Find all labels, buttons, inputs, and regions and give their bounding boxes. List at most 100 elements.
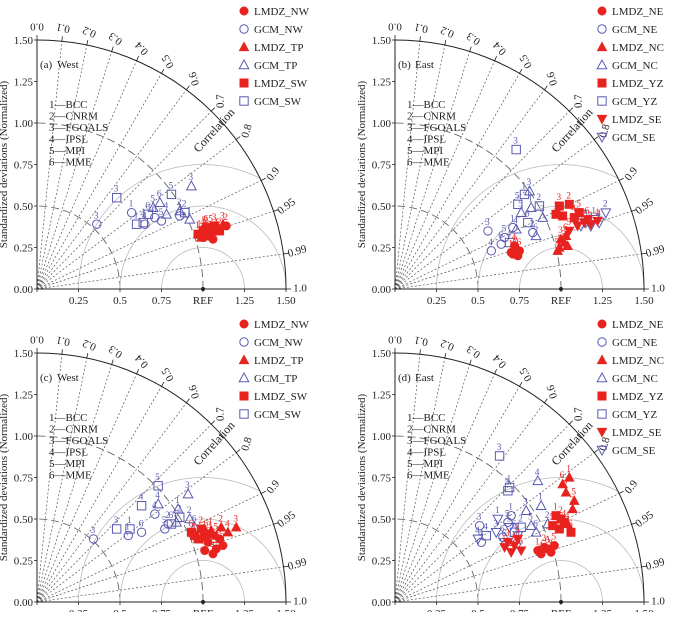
- correlation-tick-label: 0.3: [106, 29, 125, 47]
- correlation-tick: [283, 565, 289, 568]
- y-tick-label: 1.00: [14, 431, 34, 443]
- legend-label: GCM_SW: [254, 96, 302, 108]
- data-point-label: 3: [94, 211, 99, 221]
- legend-marker: [239, 6, 249, 16]
- y-axis-title: Standardized deviations (Normalized): [0, 80, 10, 248]
- correlation-ray: [36, 41, 63, 290]
- legend-marker: [239, 78, 249, 88]
- data-point-label: 6: [585, 206, 590, 216]
- legend-label: LMDZ_NC: [612, 355, 664, 367]
- ref-point: [201, 600, 205, 604]
- data-point-label: 4: [210, 541, 215, 551]
- data-point-label: 6: [203, 519, 208, 529]
- panel-label: (a): [40, 59, 53, 71]
- data-point-label: 1: [528, 195, 533, 205]
- data-point: [525, 519, 537, 530]
- correlation-tick: [136, 369, 139, 374]
- correlation-ray: [36, 493, 262, 603]
- y-tick-label: 1.25: [372, 390, 392, 402]
- data-point-label: 3: [220, 211, 225, 221]
- model-key-entry: 1—BCC: [49, 412, 88, 424]
- stddev-arc: [36, 205, 121, 290]
- correlation-tick: [211, 420, 216, 425]
- correlation-ray: [36, 566, 284, 603]
- x-tick-label: 0.5: [471, 295, 485, 307]
- legend-marker: [596, 132, 608, 144]
- x-tick-label: 0.5: [471, 608, 485, 612]
- data-point-label: 3: [505, 529, 510, 539]
- data-point-label: 4: [483, 523, 488, 533]
- data-point: [552, 245, 563, 255]
- model-key-entry: 3—FGOALS: [49, 122, 108, 134]
- legend-label: LMDZ_YZ: [612, 391, 664, 403]
- data-point: [205, 231, 215, 241]
- data-point-label: 5: [571, 488, 576, 498]
- data-point-label: 5: [159, 208, 164, 218]
- data-point: [536, 549, 546, 559]
- correlation-ray: [36, 60, 137, 290]
- data-point-label: 6: [202, 538, 207, 548]
- model-key-entry: 2—CNRM: [407, 111, 456, 123]
- correlation-tick-label: 0.4: [490, 352, 508, 371]
- taylor-panel-a: 0.0 0.1 0.2 0.3 0.4 0.5 0.6 0.7 0.8 0.9 0.95 0.99 1.…: [0, 6, 310, 307]
- panel-region: West: [57, 372, 79, 384]
- legend-marker: [597, 96, 607, 106]
- y-tick-label: 0.25: [372, 243, 392, 255]
- data-point: [515, 206, 527, 217]
- data-point-label: 1: [535, 538, 540, 548]
- correlation-tick-label: 0.9: [622, 165, 640, 184]
- data-point: [200, 532, 210, 542]
- correlation-tick-label: 0.3: [464, 342, 483, 360]
- data-point-label: 2: [187, 506, 192, 516]
- data-point: [160, 208, 173, 219]
- correlation-ray: [394, 386, 520, 603]
- correlation-ray: [394, 354, 421, 603]
- model-key-entry: 6—MME: [49, 470, 92, 482]
- data-point-label: 6: [525, 210, 530, 220]
- data-point: [560, 230, 572, 240]
- x-tick-label: 1.50: [276, 295, 296, 307]
- data-point-label: 4: [561, 509, 566, 519]
- data-point: [154, 196, 166, 207]
- stddev-arc: [394, 518, 479, 603]
- data-point: [592, 216, 603, 227]
- correlation-tick-label: 0.3: [106, 342, 125, 360]
- data-point-label: 2: [536, 193, 541, 203]
- correlation-tick-label: 1.0: [293, 596, 307, 608]
- panel-label: (d): [398, 372, 411, 384]
- correlation-tick-label: 0.6: [187, 70, 203, 87]
- data-point-label: 6: [188, 519, 193, 529]
- correlation-ray: [36, 373, 137, 603]
- data-point: [166, 519, 177, 529]
- data-point: [492, 514, 504, 526]
- legend-marker: [596, 427, 608, 438]
- data-point: [503, 523, 516, 534]
- ref-point: [201, 287, 205, 291]
- legend-label: GCM_SE: [612, 132, 656, 144]
- data-point: [511, 144, 521, 155]
- data-point-label: 5: [150, 195, 155, 205]
- data-point: [152, 498, 164, 509]
- data-point-label: 1: [521, 181, 526, 191]
- legend-label: GCM_TP: [254, 373, 297, 385]
- data-point: [483, 226, 493, 236]
- outer-arc: [36, 39, 287, 290]
- data-point-label: 3: [523, 498, 528, 508]
- data-point-label: 5: [505, 478, 510, 488]
- correlation-ray: [394, 139, 595, 290]
- legend-marker: [597, 391, 607, 401]
- stddev-arc: [36, 518, 121, 603]
- y-tick-label: 1.00: [372, 118, 392, 130]
- data-point-label: 5: [173, 509, 178, 519]
- data-point: [574, 208, 584, 218]
- data-point-label: 2: [518, 514, 523, 524]
- data-point-label: 1: [192, 523, 197, 533]
- correlation-tick-label: 0.99: [644, 243, 666, 260]
- data-point: [182, 488, 194, 499]
- x-tick-label: 1.25: [593, 295, 613, 307]
- y-tick-label: 0.00: [14, 284, 34, 296]
- data-point-label: 1: [195, 221, 200, 231]
- x-tick-label: 0.5: [113, 295, 127, 307]
- correlation-tick-label: 0.7: [572, 407, 584, 421]
- rmsd-arc: [161, 560, 245, 602]
